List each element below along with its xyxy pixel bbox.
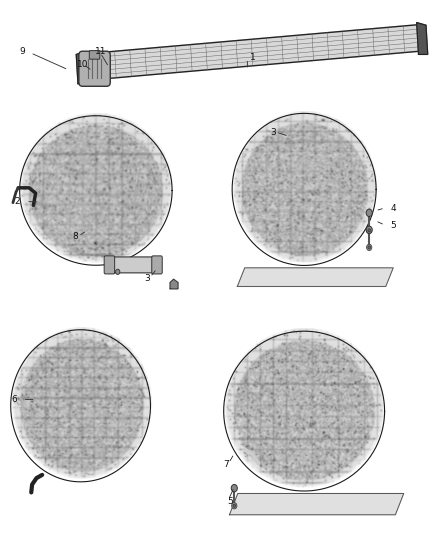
Text: 5: 5 <box>228 497 233 506</box>
Polygon shape <box>417 22 427 54</box>
Circle shape <box>366 209 372 216</box>
Text: 11: 11 <box>95 47 106 55</box>
Circle shape <box>233 504 236 507</box>
Circle shape <box>366 226 372 233</box>
Polygon shape <box>237 268 393 286</box>
Text: 10: 10 <box>77 60 88 69</box>
Circle shape <box>231 484 237 492</box>
Polygon shape <box>170 279 178 289</box>
FancyBboxPatch shape <box>89 51 100 59</box>
Polygon shape <box>76 52 87 84</box>
Text: 1: 1 <box>250 53 255 62</box>
Text: 8: 8 <box>73 232 78 241</box>
Circle shape <box>232 503 237 509</box>
Text: 7: 7 <box>223 460 229 469</box>
Text: 5: 5 <box>390 221 396 230</box>
Text: 2: 2 <box>15 197 20 206</box>
FancyBboxPatch shape <box>104 256 115 274</box>
Circle shape <box>116 269 120 274</box>
Text: 4: 4 <box>390 204 396 213</box>
Text: 3: 3 <box>145 273 151 282</box>
Circle shape <box>367 244 372 251</box>
Circle shape <box>368 229 371 232</box>
FancyBboxPatch shape <box>152 256 162 274</box>
Circle shape <box>367 227 372 233</box>
Text: 9: 9 <box>19 47 25 56</box>
Polygon shape <box>230 494 404 515</box>
FancyBboxPatch shape <box>108 257 159 273</box>
Text: 3: 3 <box>271 127 276 136</box>
Text: 6: 6 <box>11 395 17 404</box>
Polygon shape <box>84 25 420 80</box>
Circle shape <box>368 246 371 249</box>
FancyBboxPatch shape <box>79 51 110 86</box>
